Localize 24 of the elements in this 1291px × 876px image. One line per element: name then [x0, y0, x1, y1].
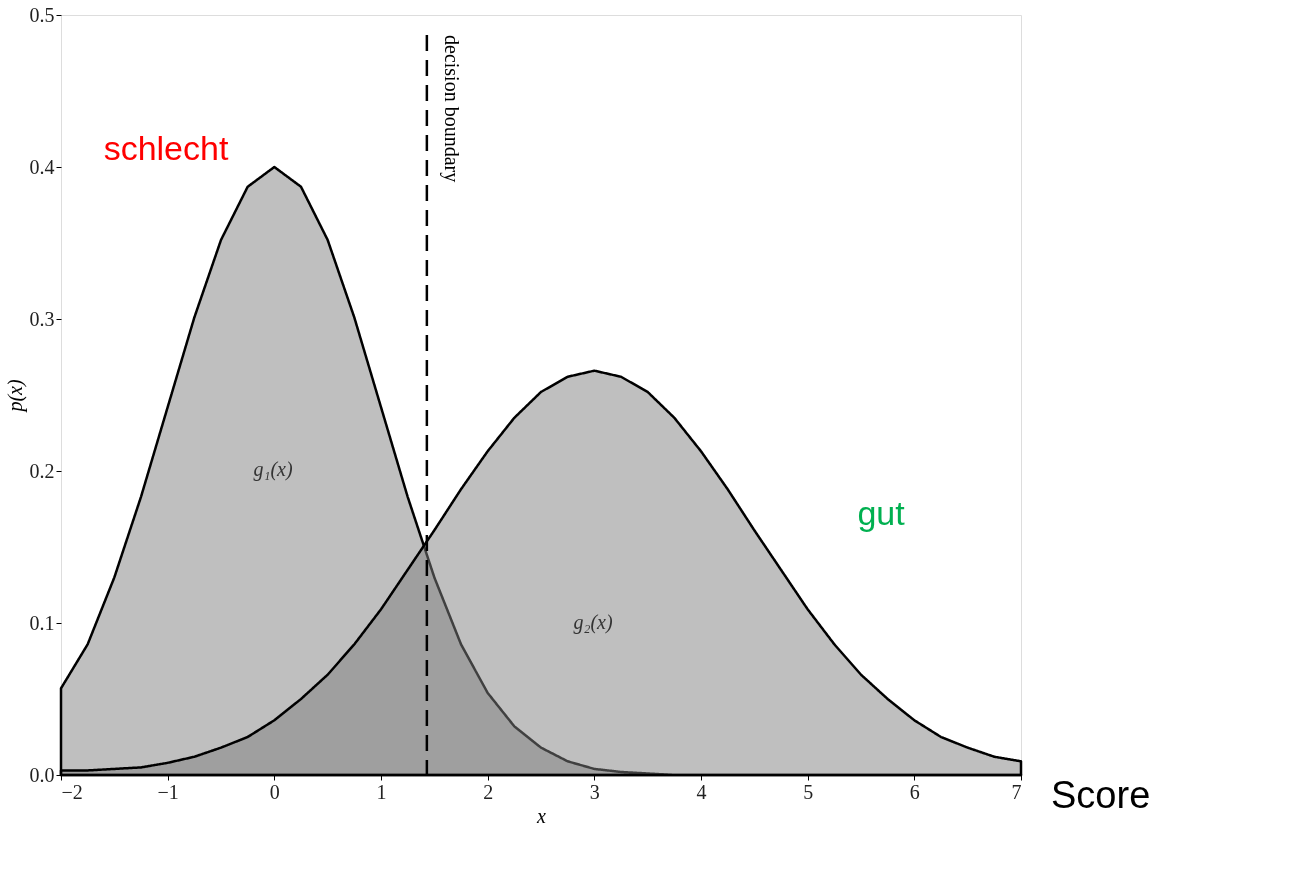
- x-tick-label: 7: [1011, 780, 1022, 803]
- annotation: gut: [857, 494, 906, 532]
- y-tick-label: 0.0: [29, 763, 55, 786]
- x-tick-label: 2: [483, 780, 494, 803]
- annotation: schlecht: [103, 129, 229, 167]
- y-tick-label: 0.2: [29, 459, 55, 482]
- y-tick-label: 0.1: [29, 611, 55, 634]
- x-tick-label: 3: [589, 780, 600, 803]
- x-tick-label: 0: [269, 780, 280, 803]
- annotation: g₁(x): [253, 458, 293, 481]
- x-tick-label: 5: [803, 780, 814, 803]
- x-tick-label: −1: [157, 780, 179, 803]
- y-axis-title: p(x): [3, 379, 27, 414]
- y-tick-label: 0.5: [29, 3, 55, 26]
- annotation: g₂(x): [573, 611, 613, 634]
- ref-line-label: decision boundary: [439, 35, 463, 183]
- y-tick-label: 0.4: [29, 155, 55, 178]
- x-tick-label: 4: [696, 780, 707, 803]
- x-tick-label: 6: [909, 780, 920, 803]
- x-tick-label: −2: [61, 780, 83, 803]
- y-tick-label: 0.3: [29, 307, 55, 330]
- x-tick-label: 1: [376, 780, 387, 803]
- x-axis-title: x: [536, 804, 547, 827]
- text: Score: [1051, 774, 1151, 816]
